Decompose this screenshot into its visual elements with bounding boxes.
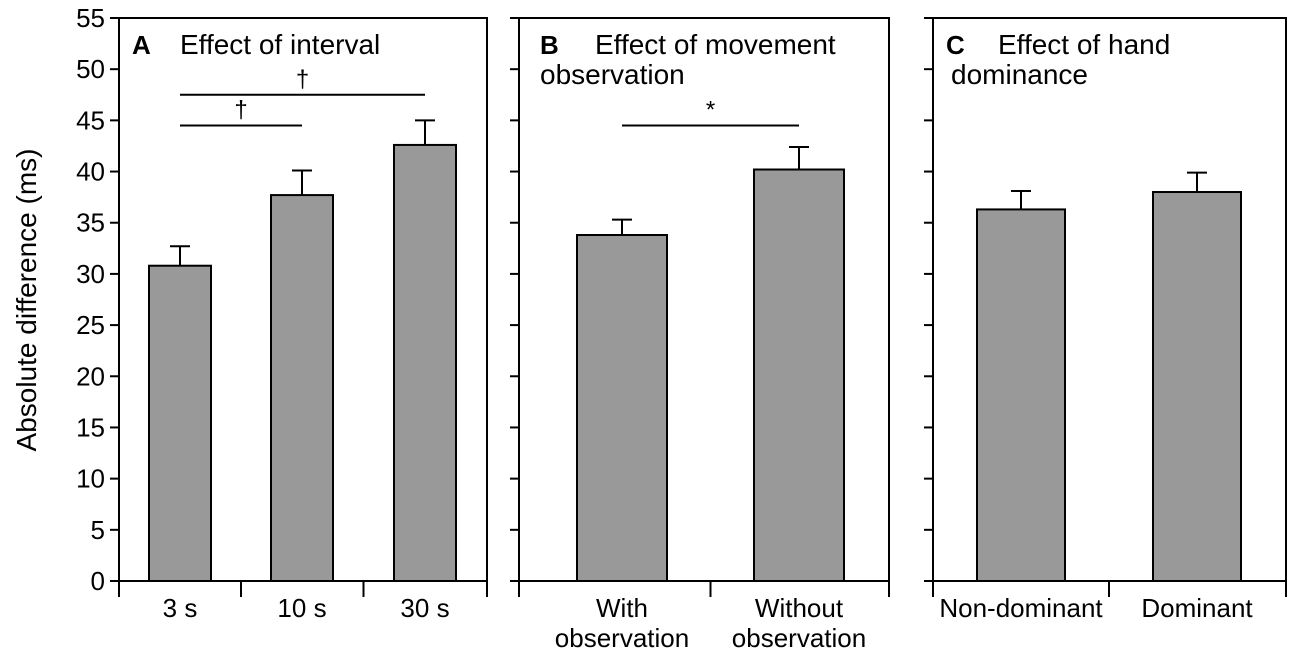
significance-mark: *: [706, 96, 715, 123]
panel-a-title: Effect of interval: [180, 29, 380, 60]
significance-mark: †: [296, 66, 309, 93]
y-tick-label: 40: [76, 157, 105, 187]
bar: [148, 264, 212, 582]
x-category-label: 30 s: [400, 593, 449, 623]
y-axis-label: Absolute difference (ms): [11, 149, 42, 452]
x-category-label: observation: [555, 623, 689, 653]
y-tick-label: 55: [76, 3, 105, 33]
panel-b-y-ticks: [510, 17, 519, 582]
panel-b-title-line-2: observation: [540, 59, 685, 90]
panel-c-bars: [976, 171, 1242, 582]
x-category-label: Non-dominant: [939, 593, 1103, 623]
panel-b-bars: [576, 145, 845, 583]
panel-b: B Effect of movement observation * Witho…: [510, 17, 890, 653]
panel-c-title-line-1: Effect of hand: [998, 29, 1170, 60]
y-tick-label: 15: [76, 412, 105, 442]
panel-a-x-categories: 3 s 10 s 30 s: [118, 581, 488, 623]
panel-c-y-ticks: [924, 17, 933, 582]
y-tick-label: 20: [76, 361, 105, 391]
x-category-label: 10 s: [277, 593, 326, 623]
panel-c: C Effect of hand dominance Non-dominant D…: [924, 17, 1287, 623]
y-tick-label: 25: [76, 310, 105, 340]
panel-a-letter: A: [132, 30, 151, 60]
x-category-label: With: [596, 593, 648, 623]
panel-a-y-ticks: 0 5 10 15 20 25 30 35 40 45 50 55: [76, 3, 119, 596]
x-category-label: Without: [755, 593, 844, 623]
panel-b-significance: *: [622, 96, 799, 127]
panel-a-bars: [148, 119, 457, 583]
bar: [576, 234, 668, 583]
y-tick-label: 30: [76, 259, 105, 289]
panel-b-title-line-1: Effect of movement: [595, 29, 836, 60]
bar: [270, 194, 334, 583]
panel-b-letter: B: [540, 30, 559, 60]
panel-b-frame: [518, 17, 890, 582]
y-tick-label: 10: [76, 464, 105, 494]
panel-c-letter: C: [946, 30, 965, 60]
panel-a-significance: ††: [180, 66, 425, 127]
panel-a: A Effect of interval 0 5 10 15 20 25 30 35 40 45 5…: [76, 3, 488, 623]
y-tick-label: 0: [91, 566, 105, 596]
bar: [976, 208, 1066, 582]
x-category-label: observation: [732, 623, 866, 653]
panel-c-title-line-2: dominance: [951, 59, 1088, 90]
y-tick-label: 45: [76, 105, 105, 135]
panel-c-x-categories: Non-dominant Dominant: [932, 581, 1287, 623]
significance-mark: †: [234, 96, 247, 123]
bar: [393, 143, 457, 582]
x-category-label: 3 s: [163, 593, 198, 623]
y-tick-label: 5: [91, 515, 105, 545]
y-tick-label: 35: [76, 208, 105, 238]
y-tick-label: 50: [76, 54, 105, 84]
x-category-label: Dominant: [1141, 593, 1253, 623]
bar: [753, 168, 845, 583]
bar: [1152, 191, 1242, 582]
